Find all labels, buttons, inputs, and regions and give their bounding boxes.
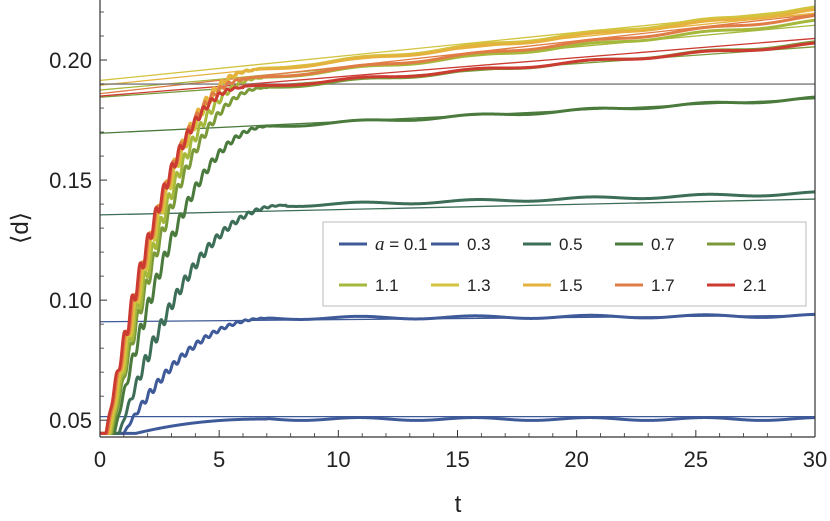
legend-label: 0.3: [467, 235, 491, 254]
series-lines: [99, 5, 816, 435]
x-tick-label: 20: [564, 447, 588, 472]
legend-label: 2.1: [743, 276, 767, 295]
legend-label: 1.1: [375, 276, 399, 295]
legend: a = 0.1 0.3 0.5 0.7 0.9 1.1 1.3 1.5 1.7 2.1: [322, 221, 807, 307]
series-line-0-1: [99, 416, 816, 435]
series-line-1-5: [99, 7, 816, 435]
x-tick-label: 0: [94, 447, 106, 472]
y-tick-label: 0.15: [49, 168, 92, 193]
series-line-1-7: [99, 13, 816, 435]
y-axis-label: ⟨d⟩: [7, 212, 34, 244]
y-tick-label: 0.10: [49, 288, 92, 313]
legend-label: a = 0.1: [375, 234, 428, 255]
legend-label: 0.5: [559, 235, 583, 254]
y-tick-label: 0.05: [49, 408, 92, 433]
series-line-0-7: [99, 95, 816, 435]
legend-label: 0.9: [743, 235, 767, 254]
series-line-2-1: [99, 41, 816, 435]
x-axis-label: t: [455, 491, 462, 518]
x-tick-label: 30: [803, 447, 827, 472]
legend-label: 1.5: [559, 276, 583, 295]
series-line-0-5: [99, 190, 816, 435]
legend-box: [322, 221, 807, 307]
series-line-0-3: [99, 312, 816, 435]
fit-line-0-5: [99, 198, 816, 216]
legend-label: 1.3: [467, 276, 491, 295]
x-tick-label: 15: [445, 447, 469, 472]
series-line-1-1: [99, 18, 816, 435]
ticks: 0 5 10 15 20 25 30 0.05 0.10 0.15 0.20: [49, 11, 827, 472]
legend-label: 1.7: [651, 276, 675, 295]
axes: [99, 0, 816, 438]
x-tick-label: 10: [326, 447, 350, 472]
legend-label: 0.7: [651, 235, 675, 254]
y-tick-label: 0.20: [49, 48, 92, 73]
x-tick-label: 5: [213, 447, 225, 472]
x-tick-label: 25: [684, 447, 708, 472]
